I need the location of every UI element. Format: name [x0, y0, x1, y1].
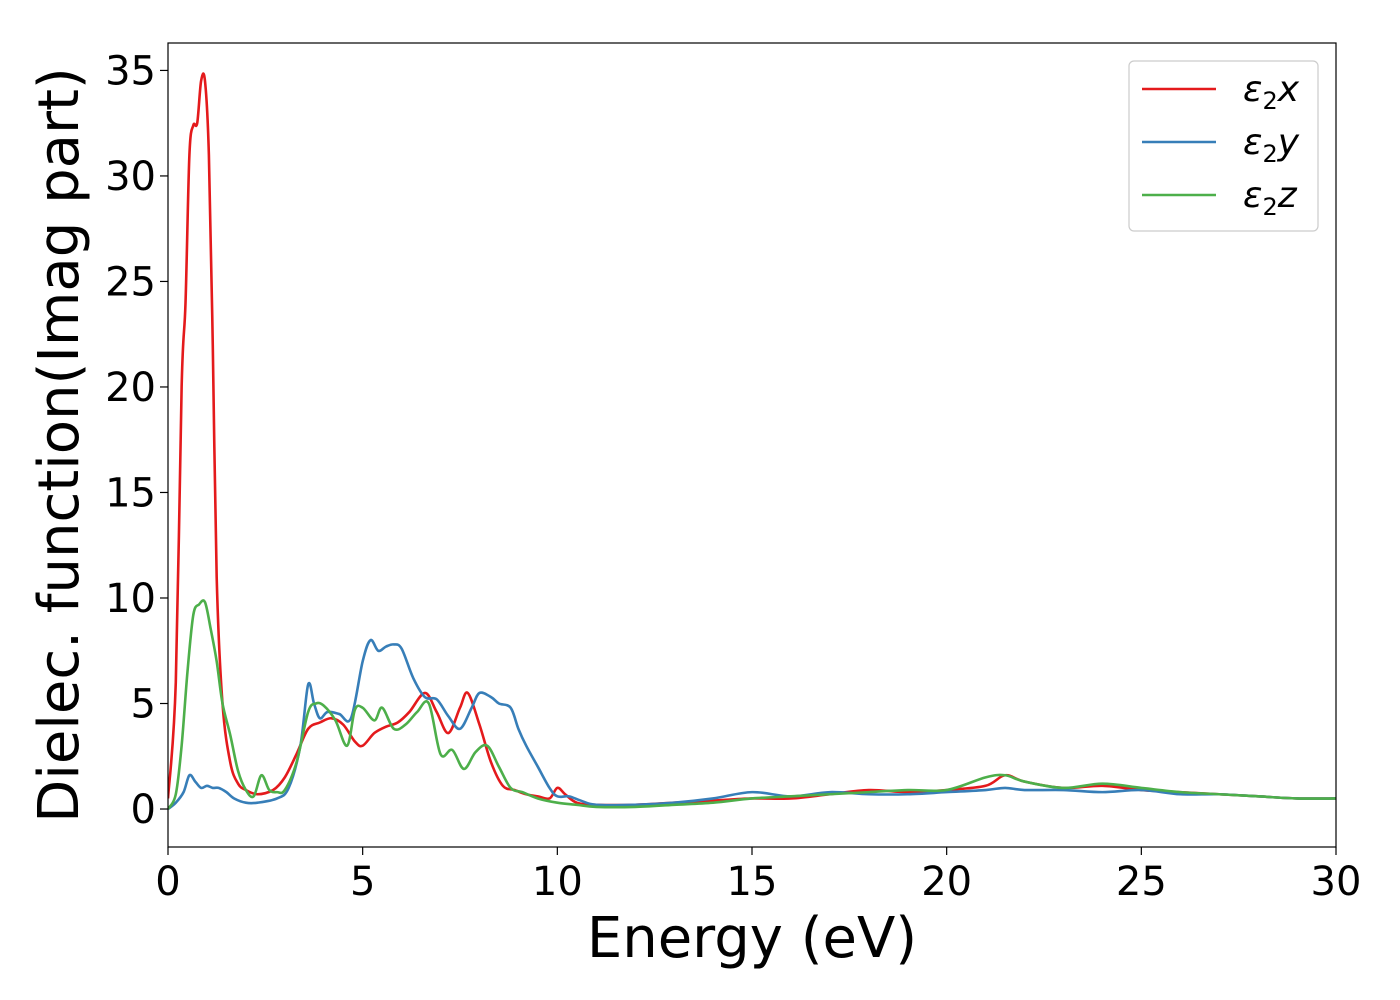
y-tick-label: 20: [105, 365, 156, 411]
x-tick-label: 30: [1311, 859, 1362, 905]
y-tick-label: 35: [105, 48, 156, 94]
x-tick-label: 20: [921, 859, 972, 905]
series-line-y: [168, 638, 1336, 811]
x-tick-label: 10: [532, 859, 583, 905]
legend: ε2x ε2y ε2z: [1128, 60, 1319, 232]
x-tick-label: 15: [727, 859, 778, 905]
series-line-z: [168, 599, 1336, 810]
legend-label-x: ε2x: [1243, 69, 1300, 115]
legend-box: [1128, 60, 1319, 232]
x-tick-label: 5: [350, 859, 375, 905]
x-axis-title: Energy (eV): [587, 906, 917, 971]
x-axis: 0 5 10 15 20 25 30: [155, 847, 1361, 905]
legend-label-z: ε2z: [1243, 175, 1298, 221]
y-tick-label: 25: [105, 259, 156, 305]
y-tick-label: 30: [105, 154, 156, 200]
x-tick-label: 25: [1116, 859, 1167, 905]
x-tick-label: 0: [155, 859, 180, 905]
y-tick-label: 15: [105, 470, 156, 516]
y-axis-title: Dielec. function(Imag part): [27, 67, 92, 823]
y-tick-label: 5: [131, 682, 156, 728]
y-tick-label: 0: [131, 787, 156, 833]
legend-label-y: ε2y: [1243, 122, 1300, 168]
y-axis: 0 5 10 15 20 25 30 35: [105, 48, 168, 833]
y-tick-label: 10: [105, 576, 156, 622]
